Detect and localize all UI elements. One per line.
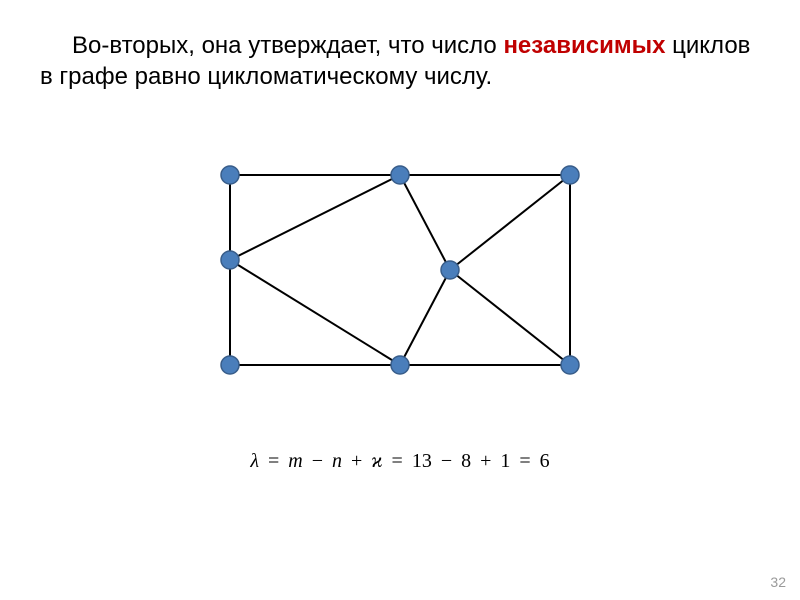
highlight-word: независимых [503,32,665,59]
formula-num-8: 8 [461,450,471,472]
graph-edge [400,175,450,270]
formula-minus: − [437,450,456,472]
formula-num-13: 13 [412,450,432,472]
formula-m: m [288,450,302,472]
graph-node [221,166,239,184]
graph-svg [210,155,590,385]
formula-n: n [332,450,342,472]
graph-diagram [210,155,590,385]
formula-plus: + [476,450,495,472]
formula-num-6: 6 [540,450,550,472]
graph-node [561,166,579,184]
formula-kappa: ϰ [371,450,382,472]
graph-edge [230,260,400,365]
formula-num-1: 1 [500,450,510,472]
graph-node [441,261,459,279]
graph-node [391,166,409,184]
graph-node [561,356,579,374]
text-part-1: Во-вторых, она утверждает, что число [72,32,503,59]
paragraph: Во-вторых, она утверждает, что число нез… [40,30,760,92]
graph-edge [230,175,400,260]
formula-eq: = [264,450,283,472]
graph-node [221,356,239,374]
formula-minus: − [308,450,327,472]
formula-eq: = [388,450,407,472]
page-number: 32 [770,574,786,590]
graph-node [221,251,239,269]
formula: λ = m − n + ϰ = 13 − 8 + 1 = 6 [250,450,549,473]
graph-node [391,356,409,374]
formula-plus: + [347,450,366,472]
formula-lambda: λ [250,450,259,472]
formula-eq: = [515,450,534,472]
text-block: Во-вторых, она утверждает, что число нез… [0,0,800,92]
graph-edge [400,270,450,365]
graph-edge [450,175,570,270]
graph-edge [450,270,570,365]
